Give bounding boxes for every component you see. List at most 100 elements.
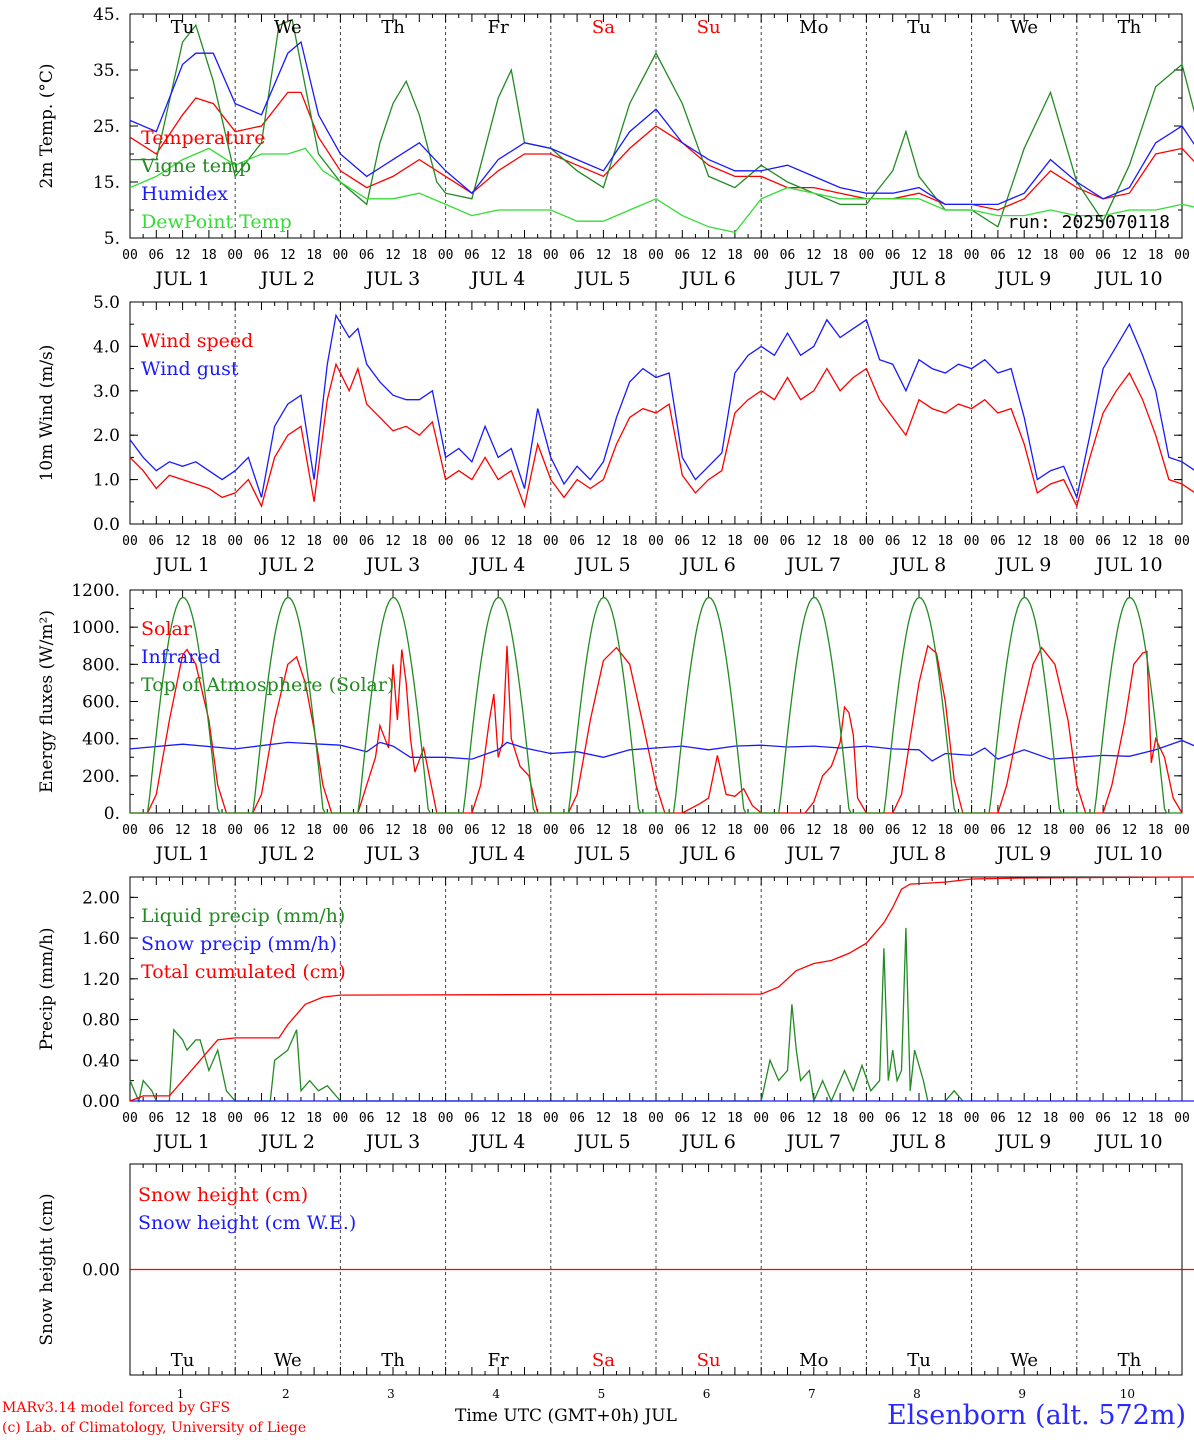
hour-tick-label: 12 <box>175 248 191 263</box>
hour-tick-label: 18 <box>1043 823 1059 838</box>
day-number: 2 <box>282 1387 290 1401</box>
hour-tick-label: 12 <box>1016 1111 1032 1126</box>
hour-tick-label: 00 <box>648 248 664 263</box>
hour-tick-label: 06 <box>359 534 375 549</box>
hour-tick-label: 06 <box>885 823 901 838</box>
hour-tick-label: 06 <box>569 1111 585 1126</box>
hour-tick-label: 00 <box>227 248 243 263</box>
series-line <box>129 147 1194 234</box>
hour-tick-label: 06 <box>464 534 480 549</box>
hour-tick-label: 06 <box>148 534 164 549</box>
hour-tick-label: 00 <box>859 823 875 838</box>
day-date-label: JUL 8 <box>890 1131 946 1153</box>
hour-tick-label: 06 <box>674 1111 690 1126</box>
day-date-label: JUL 6 <box>679 268 735 290</box>
y-tick-label: 0.0 <box>93 515 120 535</box>
hour-tick-label: 18 <box>727 248 743 263</box>
y-tick-label: 0. <box>104 804 120 824</box>
hour-tick-label: 00 <box>333 534 349 549</box>
hour-tick-label: 00 <box>1069 823 1085 838</box>
day-name-top: Tu <box>907 17 931 38</box>
y-axis-label: 2m Temp. (°C) <box>37 63 57 188</box>
hour-tick-label: 18 <box>622 534 638 549</box>
hour-tick-label: 12 <box>280 534 296 549</box>
y-tick-label: 0.80 <box>82 1011 120 1031</box>
hour-tick-label: 18 <box>622 248 638 263</box>
hour-tick-label: 06 <box>464 823 480 838</box>
series-line <box>129 313 1194 500</box>
day-number: 4 <box>492 1387 500 1401</box>
legend-entry: Wind speed <box>141 330 253 352</box>
hour-tick-label: 00 <box>753 248 769 263</box>
hour-tick-label: 12 <box>1016 248 1032 263</box>
hour-tick-label: 12 <box>806 1111 822 1126</box>
day-date-label: JUL 5 <box>574 554 630 576</box>
hour-tick-label: 06 <box>674 534 690 549</box>
day-name-bottom: We <box>274 1350 302 1371</box>
legend-entry: Top of Atmosphere (Solar) <box>141 674 394 696</box>
hour-tick-label: 18 <box>622 1111 638 1126</box>
day-number: 9 <box>1018 1387 1026 1401</box>
hour-tick-label: 12 <box>701 534 717 549</box>
hour-tick-label: 06 <box>254 1111 270 1126</box>
hour-tick-label: 06 <box>674 248 690 263</box>
hour-tick-label: 12 <box>280 823 296 838</box>
hour-tick-label: 00 <box>753 1111 769 1126</box>
y-tick-label: 0.00 <box>82 1261 120 1281</box>
day-name-top: Fr <box>488 17 509 38</box>
hour-tick-label: 12 <box>701 1111 717 1126</box>
y-tick-label: 400. <box>82 730 120 750</box>
legend-entry: Humidex <box>141 183 228 205</box>
hour-tick-label: 18 <box>832 534 848 549</box>
series-line <box>130 18 1194 228</box>
day-date-label: JUL 8 <box>890 554 946 576</box>
hour-tick-label: 00 <box>438 248 454 263</box>
day-name-top: Su <box>697 17 721 38</box>
hour-tick-label: 18 <box>1043 1111 1059 1126</box>
hour-tick-label: 00 <box>227 534 243 549</box>
hour-tick-label: 12 <box>701 823 717 838</box>
model-credit: MARv3.14 model forced by GFS <box>2 1400 231 1416</box>
hour-tick-label: 06 <box>1095 248 1111 263</box>
hour-tick-label: 00 <box>964 248 980 263</box>
hour-tick-label: 06 <box>885 534 901 549</box>
hour-tick-label: 00 <box>333 248 349 263</box>
hour-tick-label: 00 <box>122 1111 138 1126</box>
hour-tick-label: 12 <box>490 248 506 263</box>
hour-tick-label: 12 <box>1122 823 1138 838</box>
hour-tick-label: 06 <box>254 534 270 549</box>
hour-tick-label: 12 <box>385 534 401 549</box>
legend-entry: Snow height (cm W.E.) <box>138 1212 356 1234</box>
hour-tick-label: 06 <box>464 248 480 263</box>
hour-tick-label: 12 <box>1016 823 1032 838</box>
hour-tick-label: 06 <box>990 534 1006 549</box>
hour-tick-label: 18 <box>517 823 533 838</box>
hour-tick-label: 12 <box>490 1111 506 1126</box>
y-tick-label: 3.0 <box>93 382 120 402</box>
y-tick-label: 600. <box>82 693 120 713</box>
hour-tick-label: 12 <box>1122 1111 1138 1126</box>
hour-tick-label: 18 <box>727 1111 743 1126</box>
y-tick-label: 4.0 <box>93 337 120 357</box>
day-date-label: JUL 4 <box>469 554 525 576</box>
day-date-label: JUL 10 <box>1094 554 1162 576</box>
day-date-label: JUL 4 <box>469 1131 525 1153</box>
y-tick-label: 35. <box>93 61 120 81</box>
y-tick-label: 1200. <box>71 581 120 601</box>
hour-tick-label: 18 <box>517 1111 533 1126</box>
day-date-label: JUL 2 <box>259 1131 315 1153</box>
day-date-label: JUL 10 <box>1094 268 1162 290</box>
day-date-label: JUL 9 <box>995 554 1051 576</box>
hour-tick-label: 00 <box>438 534 454 549</box>
legend-entry: Temperature <box>141 127 265 149</box>
hour-tick-label: 18 <box>201 1111 217 1126</box>
hour-tick-label: 06 <box>1095 823 1111 838</box>
hour-tick-label: 18 <box>832 823 848 838</box>
y-tick-label: 45. <box>93 5 120 25</box>
hour-tick-label: 00 <box>543 534 559 549</box>
day-date-label: JUL 3 <box>364 1131 420 1153</box>
hour-tick-label: 00 <box>227 1111 243 1126</box>
legend-entry: Solar <box>141 618 193 640</box>
hour-tick-label: 12 <box>806 248 822 263</box>
legend-entry: Liquid precip (mm/h) <box>141 905 345 927</box>
